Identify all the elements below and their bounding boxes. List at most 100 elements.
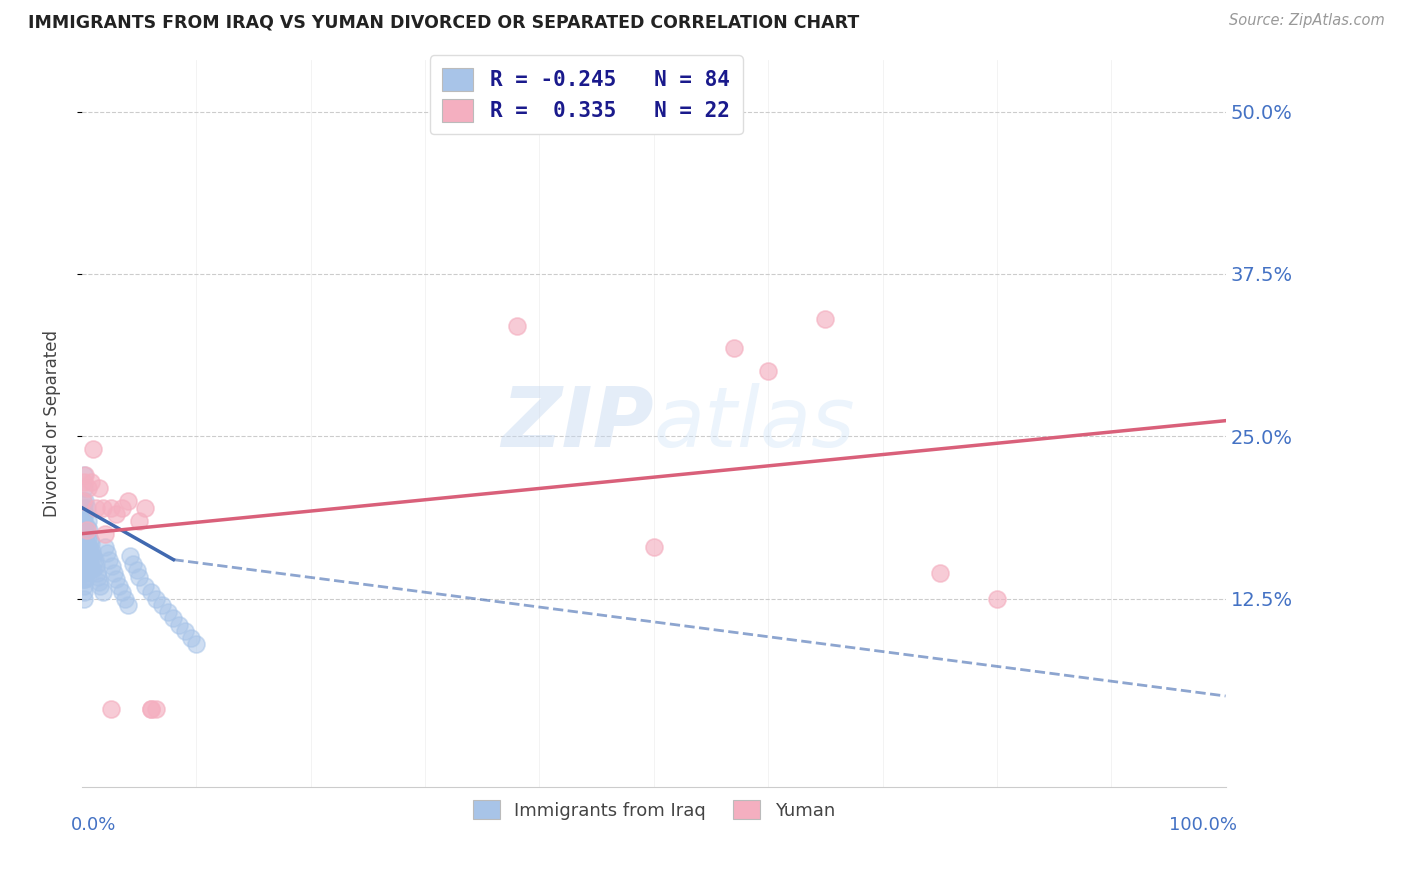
Point (73, 566, 96, 580)
Point (87, 569, 110, 583)
Point (94, 526, 117, 541)
Point (82, 543, 104, 558)
Y-axis label: Divorced or Separated: Divorced or Separated (44, 330, 60, 516)
Text: Source: ZipAtlas.com: Source: ZipAtlas.com (1229, 13, 1385, 29)
Point (98, 552, 121, 566)
Point (82, 549, 104, 563)
Point (72, 552, 94, 566)
Point (73, 475, 96, 489)
Point (76, 562, 98, 576)
Point (111, 500, 134, 515)
Point (128, 514, 150, 528)
Point (73, 514, 96, 528)
Point (100, 702, 122, 716)
Point (76, 549, 98, 563)
Point (83, 552, 105, 566)
Point (73, 500, 96, 515)
Point (73, 481, 96, 495)
Point (723, 341, 745, 355)
Point (72, 494, 94, 508)
Point (76, 523, 98, 537)
Point (72, 526, 94, 541)
Point (75, 546, 97, 560)
Point (75, 494, 97, 508)
Legend: Immigrants from Iraq, Yuman: Immigrants from Iraq, Yuman (464, 791, 844, 829)
Point (145, 591, 167, 606)
Point (117, 598, 139, 612)
Point (73, 533, 96, 548)
Point (86, 566, 108, 580)
Point (73, 572, 96, 586)
Point (89, 579, 111, 593)
Point (180, 631, 202, 645)
Point (134, 500, 156, 515)
Point (75, 468, 97, 483)
Point (84, 500, 107, 515)
Point (986, 591, 1008, 606)
Point (72, 559, 94, 574)
Point (145, 702, 167, 716)
Point (91, 585, 114, 599)
Point (139, 585, 162, 599)
Point (82, 562, 104, 576)
Point (76, 520, 98, 534)
Point (505, 318, 527, 333)
Text: 100.0%: 100.0% (1168, 816, 1237, 834)
Point (91, 500, 114, 515)
Point (77, 552, 100, 566)
Point (80, 535, 103, 549)
Point (100, 559, 122, 574)
Text: atlas: atlas (654, 383, 855, 464)
Point (79, 559, 101, 574)
Point (73, 579, 96, 593)
Point (105, 572, 128, 586)
Point (643, 540, 665, 554)
Point (87, 481, 110, 495)
Point (80, 562, 103, 576)
Point (125, 563, 148, 577)
Point (73, 585, 96, 599)
Point (139, 702, 162, 716)
Point (75, 572, 97, 586)
Point (82, 442, 104, 457)
Point (73, 549, 96, 563)
Point (77, 523, 100, 537)
Point (128, 569, 150, 583)
Point (76, 500, 98, 515)
Point (107, 579, 129, 593)
Point (72, 514, 94, 528)
Point (79, 533, 101, 548)
Point (75, 507, 97, 521)
Point (76, 514, 98, 528)
Point (96, 546, 118, 560)
Point (72, 566, 94, 580)
Point (928, 566, 950, 580)
Point (75, 520, 97, 534)
Point (105, 507, 128, 521)
Point (76, 481, 98, 495)
Point (77, 540, 100, 554)
Point (122, 557, 145, 571)
Point (94, 540, 117, 554)
Point (73, 559, 96, 574)
Point (134, 579, 156, 593)
Text: IMMIGRANTS FROM IRAQ VS YUMAN DIVORCED OR SEPARATED CORRELATION CHART: IMMIGRANTS FROM IRAQ VS YUMAN DIVORCED O… (28, 13, 859, 31)
Point (76, 531, 98, 545)
Point (75, 533, 97, 548)
Point (103, 566, 125, 580)
Point (150, 598, 173, 612)
Point (117, 494, 139, 508)
Point (73, 591, 96, 606)
Point (73, 526, 96, 541)
Point (76, 546, 98, 560)
Point (756, 364, 779, 378)
Point (72, 546, 94, 560)
Point (111, 585, 134, 599)
Point (75, 552, 97, 566)
Point (87, 574, 110, 589)
Point (76, 559, 98, 574)
Point (156, 605, 179, 619)
Point (80, 549, 103, 563)
Point (79, 546, 101, 560)
Point (76, 535, 98, 549)
